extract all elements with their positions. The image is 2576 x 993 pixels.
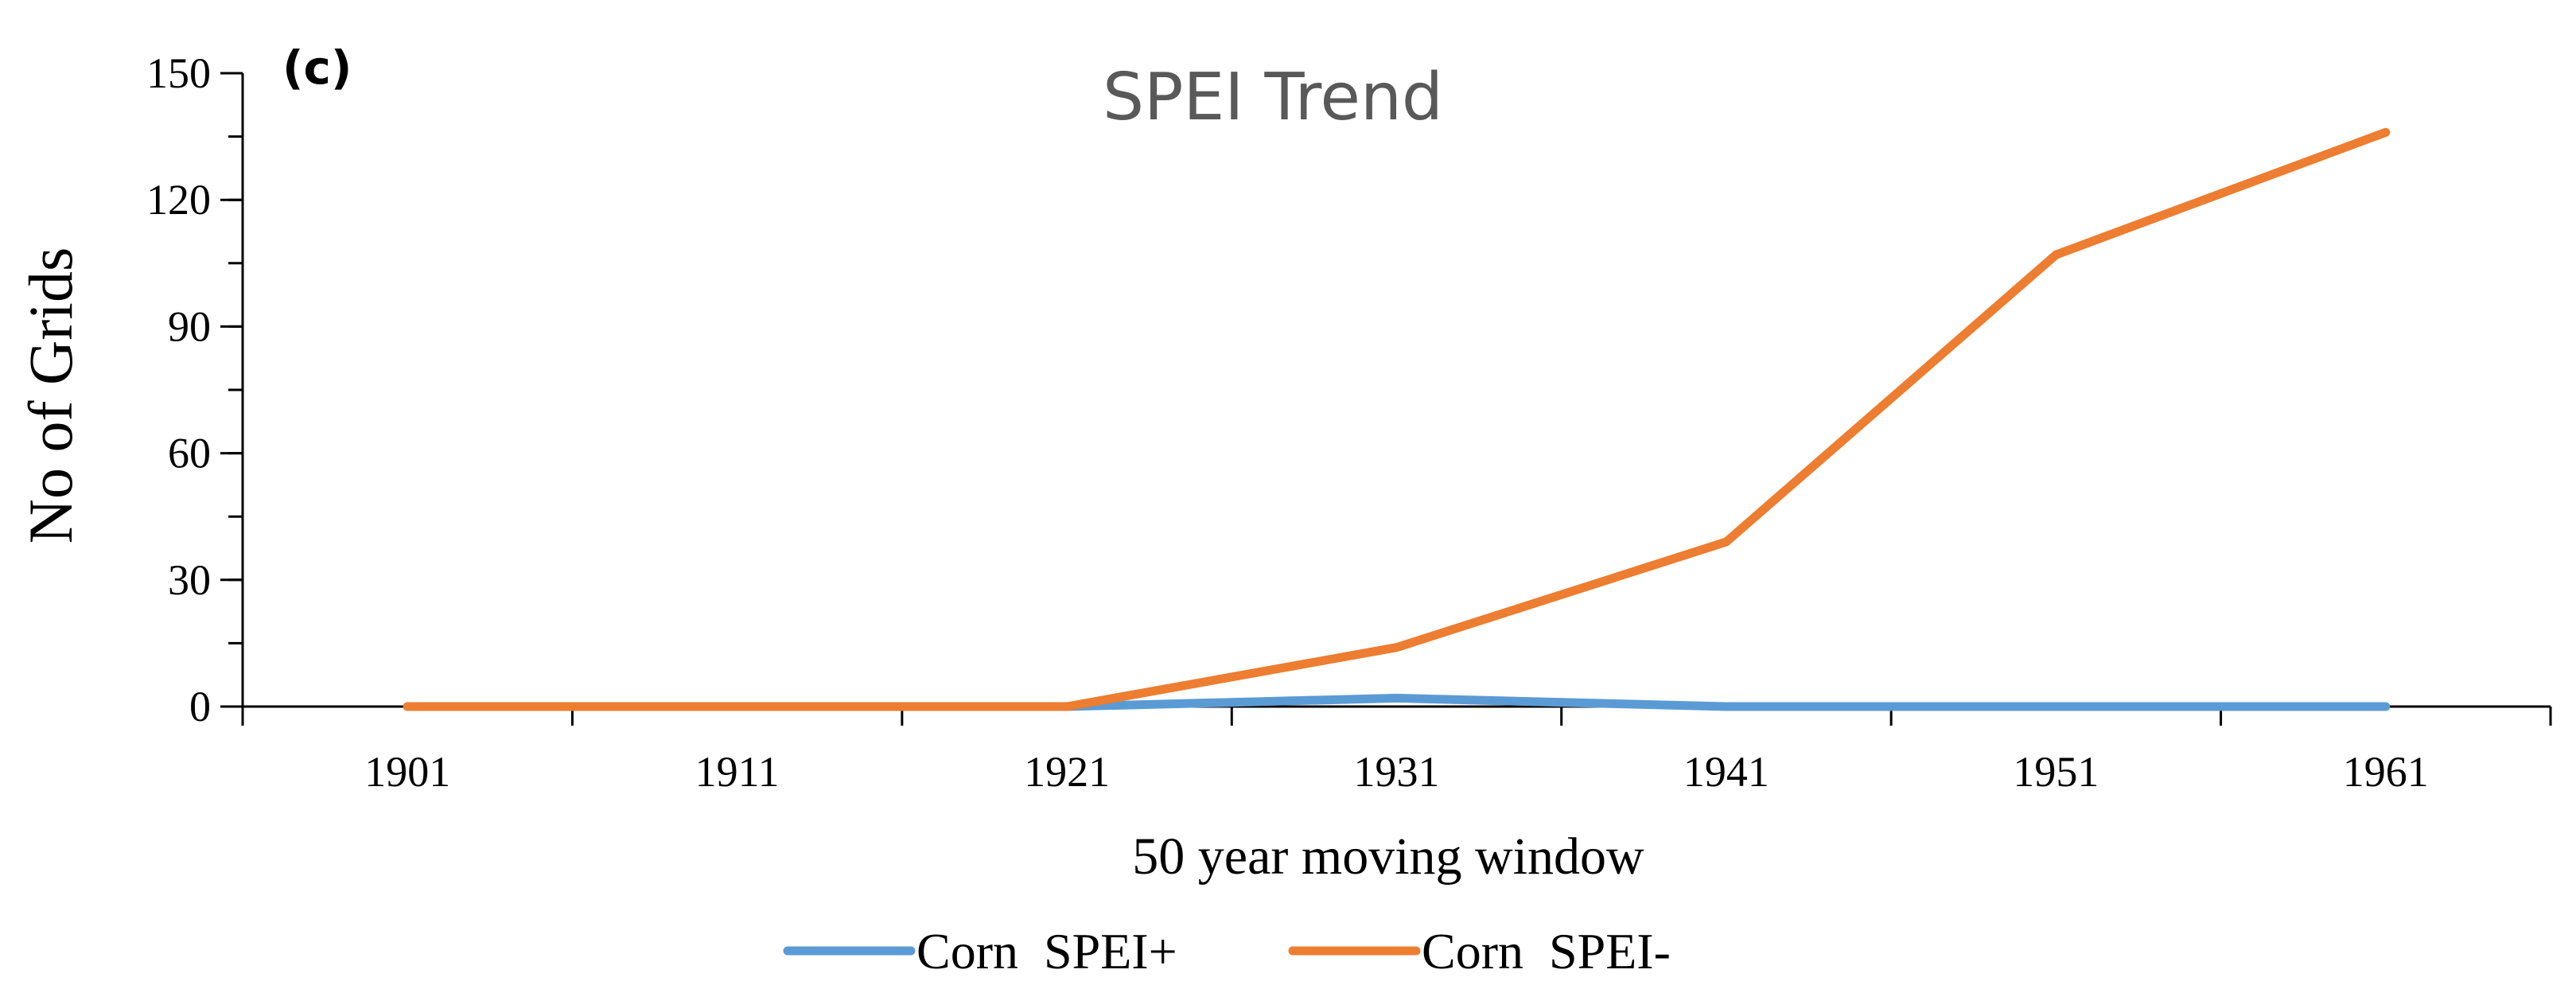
x-tick-label: 1921: [1024, 748, 1110, 796]
y-tick-label: 30: [168, 556, 211, 604]
y-tick-label: 60: [168, 430, 211, 477]
x-tick-label: 1961: [2343, 748, 2429, 796]
series-layer: [403, 127, 2391, 711]
legend: Corn SPEI+ Corn SPEI-: [783, 923, 1671, 979]
y-tick-label: 0: [189, 683, 211, 730]
x-tick-label: 1951: [2013, 748, 2099, 796]
panel-label: (c): [282, 41, 352, 95]
y-tick-label: 120: [146, 176, 211, 224]
legend-label: Corn SPEI+: [916, 923, 1177, 979]
x-tick-label: 1931: [1354, 748, 1440, 796]
x-tick-label: 1901: [364, 748, 450, 796]
y-tick-label: 90: [168, 302, 211, 350]
x-axis: 1901 1911 1921 1931 1941 1951 1961: [241, 705, 2552, 796]
y-tick-label: 150: [146, 49, 211, 97]
x-tick-label: 1941: [1683, 748, 1769, 796]
series-line-1: [403, 127, 2391, 711]
legend-label: Corn SPEI-: [1422, 923, 1671, 979]
x-axis-label: 50 year moving window: [1132, 828, 1644, 886]
chart-title: SPEI Trend: [1103, 60, 1443, 135]
x-tick-label: 1911: [695, 748, 780, 796]
y-axis: 0 30 60 90 120 150: [146, 49, 244, 730]
y-axis-label: No of Grids: [16, 247, 85, 544]
